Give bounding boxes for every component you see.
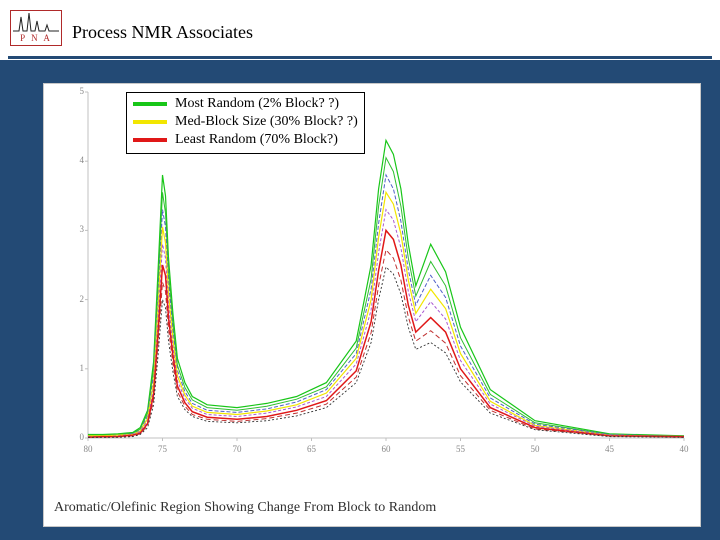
trace-black-1 bbox=[88, 267, 684, 437]
logo-spectrum-icon bbox=[11, 11, 61, 33]
x-tick: 60 bbox=[374, 444, 398, 454]
header: P N A Process NMR Associates bbox=[0, 0, 720, 60]
chart-panel: Most Random (2% Block? ?) Med-Block Size … bbox=[44, 84, 700, 526]
x-tick: 70 bbox=[225, 444, 249, 454]
trace-green-1 bbox=[88, 140, 684, 436]
trace-yellow-1 bbox=[88, 192, 684, 436]
legend-label: Least Random (70% Block?) bbox=[175, 132, 338, 148]
y-tick: 5 bbox=[64, 86, 84, 96]
chart-caption: Aromatic/Olefinic Region Showing Change … bbox=[54, 500, 436, 516]
header-underline bbox=[8, 56, 712, 59]
x-tick: 65 bbox=[300, 444, 324, 454]
x-tick: 80 bbox=[76, 444, 100, 454]
legend: Most Random (2% Block? ?) Med-Block Size … bbox=[126, 92, 365, 154]
legend-item: Least Random (70% Block?) bbox=[133, 131, 358, 149]
trace-red-1 bbox=[88, 230, 684, 437]
y-tick: 0 bbox=[64, 432, 84, 442]
x-tick: 75 bbox=[151, 444, 175, 454]
y-tick: 2 bbox=[64, 294, 84, 304]
legend-item: Med-Block Size (30% Block? ?) bbox=[133, 113, 358, 131]
trace-blue-1 bbox=[88, 175, 684, 437]
y-tick: 4 bbox=[64, 155, 84, 165]
trace-purple-1 bbox=[88, 210, 684, 437]
y-tick: 3 bbox=[64, 224, 84, 234]
x-tick: 40 bbox=[672, 444, 696, 454]
y-tick: 1 bbox=[64, 363, 84, 373]
legend-label: Med-Block Size (30% Block? ?) bbox=[175, 114, 358, 130]
logo: P N A bbox=[10, 10, 62, 46]
trace-red-2 bbox=[88, 250, 684, 437]
chart-area: Most Random (2% Block? ?) Med-Block Size … bbox=[44, 84, 700, 526]
legend-swatch bbox=[133, 102, 167, 106]
legend-swatch bbox=[133, 138, 167, 142]
header-title: Process NMR Associates bbox=[72, 22, 253, 43]
slide: P N A Process NMR Associates Most Random… bbox=[0, 0, 720, 540]
x-tick: 45 bbox=[598, 444, 622, 454]
legend-label: Most Random (2% Block? ?) bbox=[175, 96, 339, 112]
x-tick: 50 bbox=[523, 444, 547, 454]
legend-swatch bbox=[133, 120, 167, 124]
legend-item: Most Random (2% Block? ?) bbox=[133, 95, 358, 113]
trace-green-2 bbox=[88, 158, 684, 436]
x-tick: 55 bbox=[449, 444, 473, 454]
logo-letters: P N A bbox=[11, 33, 61, 43]
